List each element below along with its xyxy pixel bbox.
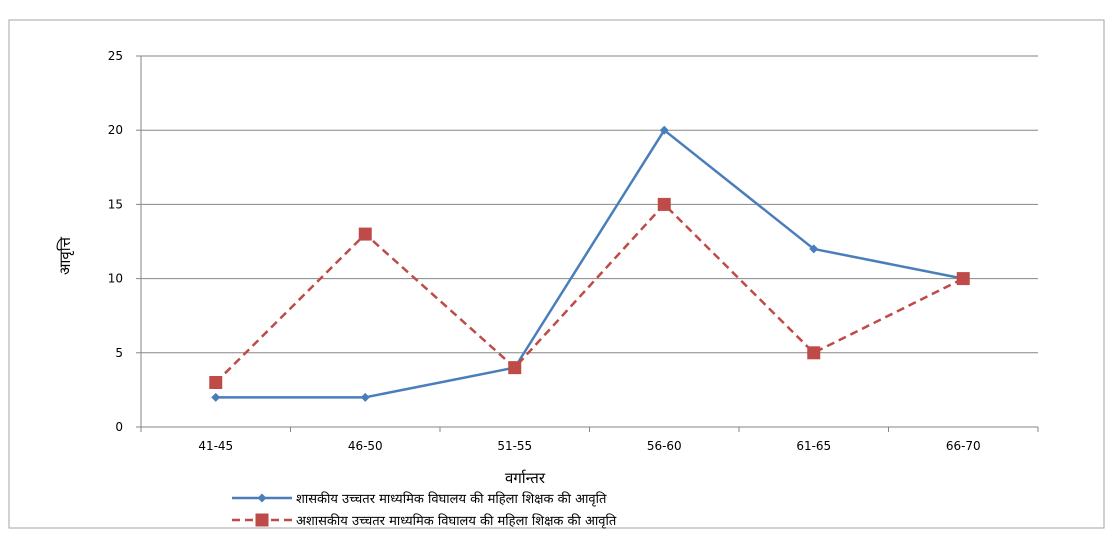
chart-frame — [8, 19, 1105, 529]
x-tick-label: 46-50 — [348, 439, 383, 453]
x-tick-label: 56-60 — [647, 439, 682, 453]
data-point — [209, 375, 223, 389]
data-point — [657, 197, 671, 211]
legend-marker-swatch — [255, 513, 269, 527]
data-point — [360, 392, 370, 402]
data-point — [211, 392, 221, 402]
data-point — [809, 244, 819, 254]
legend-label: अशासकीय उच्चतर माध्यमिक विघालय की महिला … — [296, 513, 617, 529]
data-point — [358, 227, 372, 241]
y-tick-label: 5 — [115, 346, 123, 360]
data-point — [807, 346, 821, 360]
y-tick-label: 10 — [108, 272, 123, 286]
y-axis-title: आवृत्ति — [56, 236, 75, 275]
gridlines — [141, 55, 1038, 354]
legend-marker-swatch — [257, 493, 267, 503]
legend-label: शासकीय उच्चतर माध्यमिक विघालय की महिला श… — [296, 491, 607, 507]
x-tick-label: 66-70 — [946, 439, 981, 453]
y-tick-label: 0 — [115, 420, 123, 434]
y-tick-label: 25 — [108, 49, 123, 63]
y-tick-label: 20 — [108, 123, 123, 137]
series-2 — [209, 197, 970, 389]
series-group — [209, 125, 970, 402]
x-axis-title: वर्गान्तर — [505, 469, 546, 487]
legend-entry-2: अशासकीय उच्चतर माध्यमिक विघालय की महिला … — [232, 513, 617, 529]
legend: शासकीय उच्चतर माध्यमिक विघालय की महिला श… — [232, 491, 617, 529]
data-point — [508, 361, 522, 375]
x-tick-label: 41-45 — [198, 439, 233, 453]
axes: 0 5 10 15 20 25 41-45 46-50 51-55 56-60 61-65 66-70 — [108, 49, 1039, 453]
data-point — [659, 125, 669, 135]
legend-entry-1: शासकीय उच्चतर माध्यमिक विघालय की महिला श… — [232, 491, 607, 507]
y-tick-label: 15 — [108, 197, 123, 211]
x-tick-label: 61-65 — [796, 439, 831, 453]
data-point — [956, 272, 970, 286]
series-line — [214, 203, 964, 384]
x-tick-label: 51-55 — [497, 439, 532, 453]
series-line — [215, 128, 964, 399]
